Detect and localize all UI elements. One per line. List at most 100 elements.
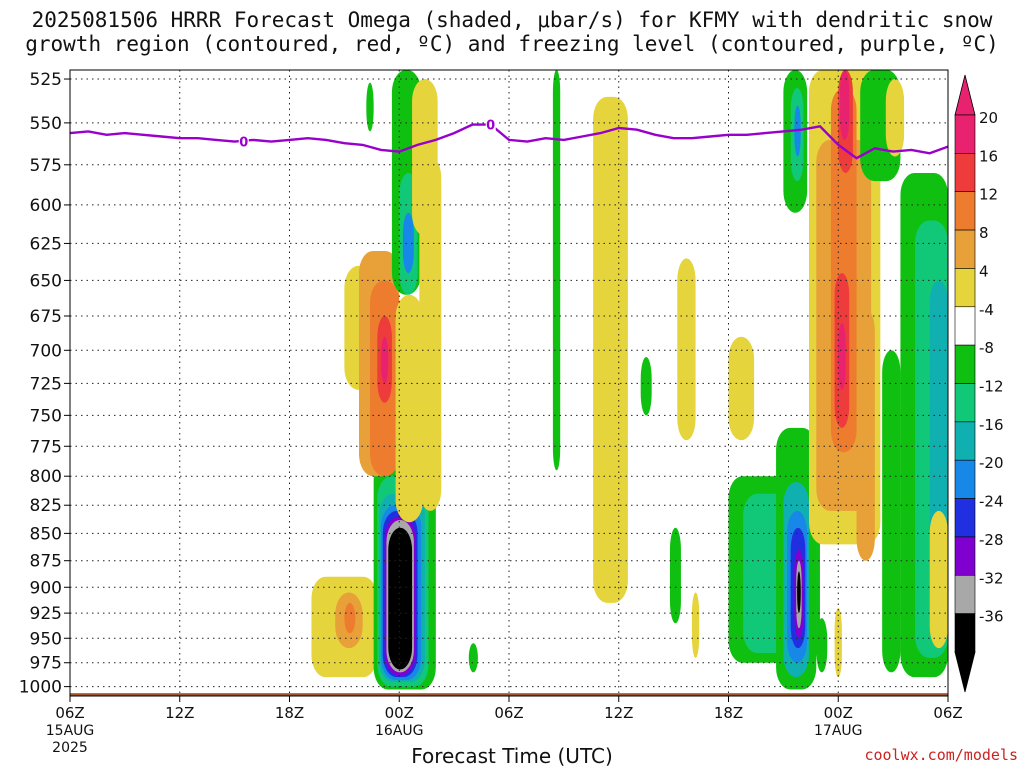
omega-region-52	[885, 79, 905, 157]
omega-region-53	[882, 350, 901, 673]
omega-region-19	[402, 212, 414, 274]
omega-region-22	[419, 156, 442, 511]
colorbar-swatch-13	[954, 613, 976, 653]
y-tick-label-700: 700	[30, 341, 62, 361]
y-tick-label-825: 825	[30, 496, 62, 516]
y-tick-label-625: 625	[30, 234, 62, 254]
colorbar-label-0: 20	[979, 109, 998, 127]
x-tick-label-42: 00Z	[824, 704, 853, 722]
x-axis-title: Forecast Time (UTC)	[411, 744, 613, 768]
omega-region-25	[593, 96, 628, 603]
omega-region-28	[669, 527, 681, 624]
colorbar-swatch-5	[954, 306, 976, 346]
colorbar-label-4: 4	[979, 262, 989, 280]
omega-region-16	[366, 82, 374, 132]
y-tick-label-650: 650	[30, 271, 62, 291]
freezing-label-bg-0	[238, 133, 249, 149]
x-tick-date-18: 16AUG	[375, 723, 424, 739]
site-credit: coolwx.com/models	[864, 746, 1018, 764]
colorbar-swatch-11	[954, 536, 976, 576]
y-tick-label-850: 850	[30, 524, 62, 544]
x-tick-date-42: 17AUG	[814, 723, 863, 739]
colorbar-label-11: -28	[979, 531, 1004, 549]
colorbar-label-9: -20	[979, 454, 1004, 472]
colorbar-swatch-4	[954, 268, 976, 308]
colorbar-swatch-3	[954, 229, 976, 269]
omega-region-57	[816, 618, 828, 673]
colorbar-swatch-7	[954, 383, 976, 423]
y-tick-label-675: 675	[30, 307, 62, 327]
omega-region-23	[468, 643, 478, 673]
omega-region-47	[840, 70, 850, 140]
grid-lines	[70, 70, 948, 696]
colorbar-label-10: -24	[979, 493, 1004, 511]
omega-region-59	[929, 510, 948, 649]
omega-region-15	[380, 336, 389, 384]
x-tick-label-6: 12Z	[165, 704, 194, 722]
x-tick-label-24: 06Z	[494, 704, 523, 722]
y-tick-label-975: 975	[30, 654, 62, 674]
omega-region-29	[691, 592, 700, 658]
omega-shading	[311, 70, 948, 690]
y-tick-label-925: 925	[30, 604, 62, 624]
colorbar-label-7: -12	[979, 378, 1004, 396]
omega-region-49	[838, 322, 846, 390]
colorbar-label-2: 12	[979, 186, 998, 204]
freezing-label-0: 0	[239, 136, 248, 151]
colorbar-swatch-8	[954, 421, 976, 461]
x-tick-label-18: 00Z	[385, 704, 414, 722]
freezing-label-bg-1	[485, 116, 496, 132]
colorbar-top-arrow	[954, 74, 976, 116]
y-tick-label-1000: 1000	[19, 678, 62, 698]
ground-surface	[70, 693, 948, 696]
omega-region-10	[388, 527, 413, 670]
y-tick-label-600: 600	[30, 196, 62, 216]
colorbar-label-1: 16	[979, 147, 998, 165]
colorbar-label-12: -32	[979, 569, 1004, 587]
y-tick-label-750: 750	[30, 406, 62, 426]
freezing-label-1: 0	[486, 119, 495, 134]
x-tick-label-0: 06Z	[55, 704, 84, 722]
y-tick-label-575: 575	[30, 156, 62, 176]
x-tick-label-36: 18Z	[714, 704, 743, 722]
y-tick-label-875: 875	[30, 552, 62, 572]
colorbar-bottom-arrow	[954, 651, 976, 693]
freezing-level-line	[70, 123, 948, 160]
x-tick-label-12: 18Z	[275, 704, 304, 722]
y-tick-label-775: 775	[30, 437, 62, 457]
colorbar-swatch-10	[954, 498, 976, 538]
y-axis: 525 550 575 600 625 650 675 700 725 750 775 800 825 8…	[19, 70, 70, 698]
colorbar-swatch-2	[954, 191, 976, 231]
colorbar-label-6: -8	[979, 339, 994, 357]
colorbar-label-5: -4	[979, 301, 994, 319]
x-tick-year-0: 2025	[52, 740, 88, 756]
colorbar-legend: 20 16 12 8 4 -4 -8 -12 -16 -20 -24 -28 -32 -36	[954, 74, 1004, 693]
chart-title-line-2: growth region (contoured, red, ºC) and f…	[25, 32, 999, 56]
omega-region-30	[728, 336, 755, 441]
y-tick-label-900: 900	[30, 578, 62, 598]
x-tick-date-0: 15AUG	[46, 723, 95, 739]
omega-region-26	[640, 357, 652, 416]
omega-region-50	[856, 308, 875, 561]
y-tick-label-525: 525	[30, 70, 62, 90]
omega-region-27	[677, 258, 696, 441]
ground-layer	[70, 693, 948, 696]
omega-region-39	[797, 571, 801, 614]
colorbar-swatch-1	[954, 153, 976, 193]
colorbar-label-8: -16	[979, 416, 1004, 434]
chart-title-line-1: 2025081506 HRRR Forecast Omega (shaded, …	[31, 8, 993, 32]
y-tick-label-800: 800	[30, 467, 62, 487]
omega-region-24	[552, 70, 561, 471]
omega-region-20	[395, 294, 424, 523]
x-tick-label-48: 06Z	[933, 704, 962, 722]
colorbar-label-13: -36	[979, 608, 1004, 626]
y-tick-label-950: 950	[30, 629, 62, 649]
colorbar-label-3: 8	[979, 224, 989, 242]
y-tick-label-725: 725	[30, 374, 62, 394]
colorbar-swatch-9	[954, 459, 976, 499]
colorbar-swatch-0	[954, 114, 976, 154]
y-tick-label-550: 550	[30, 114, 62, 134]
